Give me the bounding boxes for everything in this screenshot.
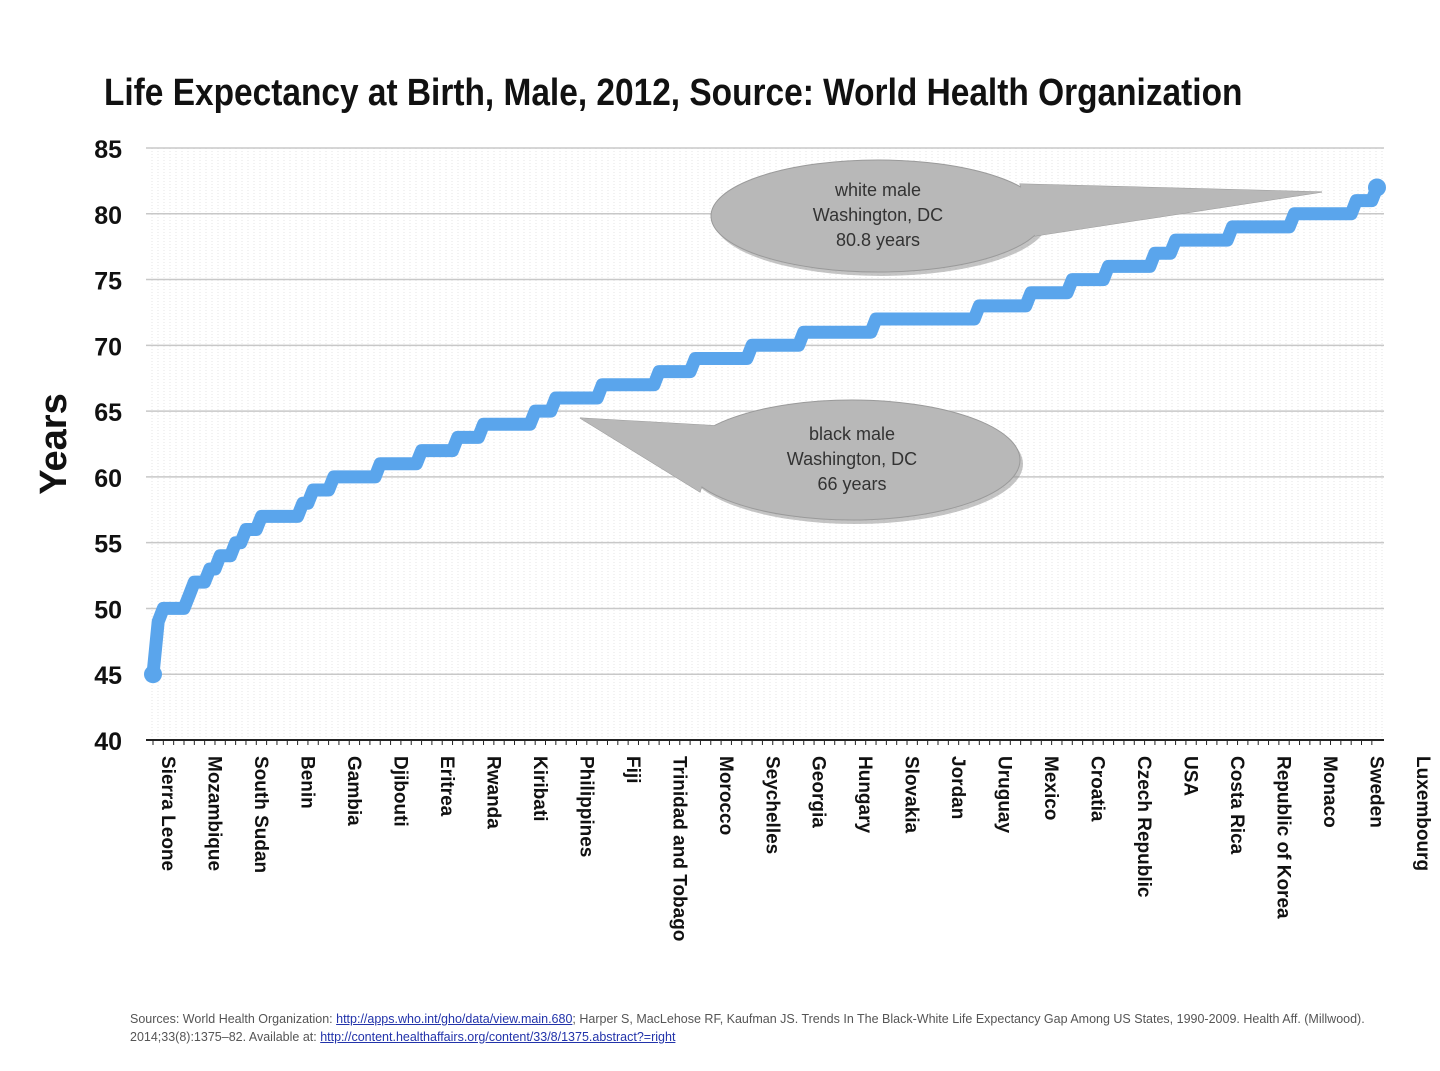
chart-title: Life Expectancy at Birth, Male, 2012, So… <box>103 72 1243 114</box>
life-expectancy-line <box>146 181 1384 681</box>
sources-middle: ; Harper S, MacLehose RF, Kaufman JS. Tr… <box>130 1012 1365 1044</box>
x-tick-label: Benin <box>296 756 317 809</box>
x-tick-label: Republic of Korea <box>1273 756 1294 919</box>
y-axis-label: Years <box>33 393 75 494</box>
y-tick-label: 50 <box>94 596 122 624</box>
x-tick-label: Monaco <box>1319 756 1340 828</box>
x-tick-label: Hungary <box>854 756 875 834</box>
sources-footnote: Sources: World Health Organization: http… <box>130 1010 1390 1046</box>
y-tick-label: 65 <box>94 399 122 427</box>
end-point <box>1368 178 1386 197</box>
y-tick-label: 60 <box>94 465 122 493</box>
x-tick-label: Costa Rica <box>1226 756 1247 855</box>
callout-text: 80.8 years <box>836 230 920 250</box>
who-link[interactable]: http://apps.who.int/gho/data/view.main.6… <box>336 1012 573 1026</box>
x-tick-label: Mozambique <box>203 756 224 871</box>
callout-text: black male <box>809 424 895 444</box>
x-tick-label: Slovakia <box>901 756 922 834</box>
callouts: white male Washington, DC 80.8 years black … <box>579 159 1323 524</box>
start-point <box>144 665 162 684</box>
y-tick-label: 80 <box>94 202 122 230</box>
x-tick-label: Georgia <box>808 756 829 828</box>
x-tick-label: Eritrea <box>436 756 457 817</box>
callout-text: white male <box>834 180 921 200</box>
y-tick-label: 70 <box>94 333 122 361</box>
y-tick-label: 75 <box>94 268 122 296</box>
x-tick-label: Mexico <box>1040 756 1061 820</box>
y-tick-label: 45 <box>94 662 122 690</box>
callout-text: Washington, DC <box>813 205 943 225</box>
black-male-callout: black male Washington, DC 66 years <box>579 399 1023 524</box>
x-tick-label: Djibouti <box>389 756 410 827</box>
callout-text: 66 years <box>817 474 886 494</box>
x-tick-label: Sweden <box>1366 756 1387 828</box>
x-tick-label: Trinidad and Tobago <box>668 756 689 941</box>
y-tick-label: 85 <box>94 136 122 164</box>
sources-prefix: Sources: World Health Organization: <box>130 1012 337 1026</box>
series-line <box>144 178 1386 684</box>
x-tick-label: Uruguay <box>994 756 1015 834</box>
callout-pointer-fill <box>1020 184 1322 236</box>
x-tick-label: Sierra Leone <box>157 756 178 871</box>
white-male-callout: white male Washington, DC 80.8 years <box>710 159 1323 276</box>
x-tick-label: Kiribati <box>529 756 550 821</box>
life-expectancy-chart: white male Washington, DC 80.8 years black … <box>33 136 1433 941</box>
x-tick-label: Luxembourg <box>1412 756 1433 871</box>
healthaffairs-link[interactable]: http://content.healthaffairs.org/content… <box>320 1030 676 1044</box>
y-tick-label: 40 <box>94 728 122 756</box>
callout-pointer-fill <box>580 418 720 492</box>
x-tick-label: Croatia <box>1087 756 1108 822</box>
x-tick-label: Morocco <box>715 756 736 835</box>
axes: 40 45 50 55 60 65 70 75 80 85 Sierra Leone Mozambiq… <box>94 136 1433 941</box>
callout-text: Washington, DC <box>787 449 917 469</box>
x-tick-label: Rwanda <box>482 756 503 829</box>
x-tick-label: Fiji <box>622 756 643 783</box>
x-tick-label: Philippines <box>575 756 596 857</box>
x-tick-label: Seychelles <box>761 756 782 854</box>
x-tick-label: South Sudan <box>250 756 271 873</box>
x-tick-label: Jordan <box>947 756 968 819</box>
x-tick-label: Gambia <box>343 756 364 826</box>
x-tick-label: USA <box>1180 756 1201 796</box>
x-tick-label: Czech Republic <box>1133 756 1154 898</box>
y-tick-label: 55 <box>94 531 122 559</box>
